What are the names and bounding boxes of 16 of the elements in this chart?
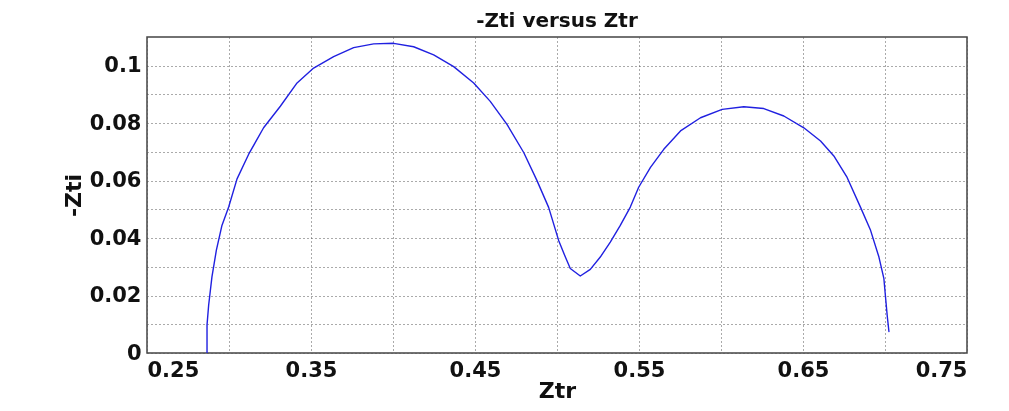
x-axis-title: Ztr	[538, 377, 577, 403]
x-tick-label: 0.75	[915, 357, 968, 382]
y-tick-label: 0.08	[89, 110, 142, 135]
y-tick-label: 0.06	[89, 168, 142, 193]
y-tick-label: 0.1	[104, 53, 142, 78]
y-tick-label: 0.04	[89, 225, 142, 250]
y-tick-label: 0.02	[89, 283, 142, 308]
x-tick-label: 0.25	[147, 357, 200, 382]
x-tick-label: 0.35	[285, 357, 338, 382]
y-tick-label: 0	[126, 340, 142, 365]
line-series	[206, 42, 890, 353]
x-tick-label: 0.65	[777, 357, 830, 382]
x-tick-label: 0.45	[449, 357, 502, 382]
y-axis-title: -Zti	[60, 173, 86, 218]
x-tick-label: 0.55	[613, 357, 666, 382]
chart-title: -Zti versus Ztr	[476, 8, 638, 32]
